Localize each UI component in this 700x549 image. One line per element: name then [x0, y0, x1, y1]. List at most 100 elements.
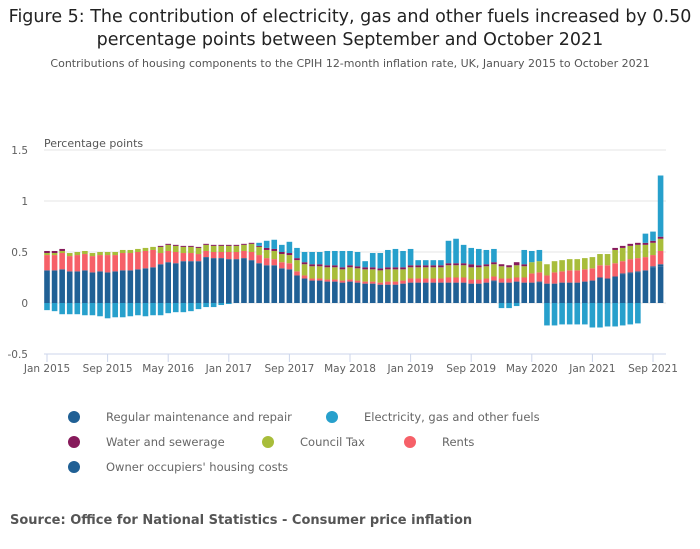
bar-segment[interactable]: [294, 260, 300, 272]
bar-segment[interactable]: [66, 303, 73, 315]
bar-segment[interactable]: [498, 266, 505, 279]
bar-segment[interactable]: [407, 278, 414, 283]
bar-segment[interactable]: [438, 267, 444, 279]
bar-segment[interactable]: [551, 283, 558, 303]
bar-segment[interactable]: [218, 245, 225, 252]
bar-segment[interactable]: [180, 303, 187, 313]
bar-segment[interactable]: [339, 282, 346, 303]
bar-segment[interactable]: [491, 276, 497, 281]
bar-segment[interactable]: [566, 259, 573, 271]
bar-segment[interactable]: [97, 252, 103, 256]
bar-segment[interactable]: [150, 267, 156, 303]
bar-segment[interactable]: [294, 247, 300, 259]
bar-segment[interactable]: [506, 282, 512, 303]
bar-segment[interactable]: [619, 303, 626, 326]
bar-segment[interactable]: [210, 245, 217, 252]
bar-segment[interactable]: [627, 259, 634, 273]
bar-segment[interactable]: [203, 303, 209, 308]
bar-segment[interactable]: [491, 262, 497, 265]
bar-segment[interactable]: [112, 255, 118, 272]
bar-segment[interactable]: [415, 282, 421, 303]
bar-segment[interactable]: [369, 281, 376, 284]
bar-segment[interactable]: [44, 250, 50, 254]
bar-segment[interactable]: [483, 264, 490, 267]
bar-segment[interactable]: [150, 249, 156, 268]
bar-segment[interactable]: [529, 273, 535, 283]
bar-segment[interactable]: [210, 303, 217, 308]
bar-segment[interactable]: [180, 245, 187, 247]
bar-segment[interactable]: [422, 265, 429, 268]
bar-segment[interactable]: [438, 282, 444, 303]
bar-segment[interactable]: [294, 258, 300, 261]
bar-segment[interactable]: [347, 281, 353, 303]
bar-segment[interactable]: [354, 282, 361, 303]
bar-segment[interactable]: [142, 303, 149, 317]
bar-segment[interactable]: [407, 265, 414, 268]
bar-segment[interactable]: [597, 303, 603, 328]
bar-segment[interactable]: [172, 245, 179, 252]
bar-segment[interactable]: [332, 250, 338, 266]
bar-segment[interactable]: [604, 278, 611, 303]
bar-segment[interactable]: [400, 283, 406, 303]
bar-segment[interactable]: [362, 267, 368, 270]
bar-segment[interactable]: [354, 266, 361, 269]
bar-segment[interactable]: [44, 270, 50, 303]
bar-segment[interactable]: [82, 303, 88, 316]
bar-segment[interactable]: [650, 242, 656, 256]
bar-segment[interactable]: [491, 248, 497, 263]
bar-segment[interactable]: [385, 249, 391, 268]
bar-segment[interactable]: [574, 259, 581, 271]
bar-segment[interactable]: [165, 250, 171, 263]
bar-segment[interactable]: [271, 239, 278, 249]
bar-segment[interactable]: [309, 252, 315, 265]
bar-segment[interactable]: [195, 247, 202, 255]
bar-segment[interactable]: [582, 303, 588, 325]
bar-segment[interactable]: [104, 255, 111, 273]
bar-segment[interactable]: [347, 267, 353, 280]
bar-segment[interactable]: [506, 265, 512, 268]
bar-segment[interactable]: [574, 270, 581, 283]
bar-segment[interactable]: [529, 250, 535, 263]
bar-segment[interactable]: [354, 268, 361, 281]
bar-segment[interactable]: [218, 258, 225, 303]
bar-segment[interactable]: [430, 260, 437, 266]
bar-segment[interactable]: [263, 265, 270, 303]
bar-segment[interactable]: [271, 265, 278, 303]
bar-segment[interactable]: [445, 263, 452, 266]
bar-segment[interactable]: [180, 246, 187, 254]
bar-segment[interactable]: [332, 279, 338, 282]
bar-segment[interactable]: [294, 271, 300, 276]
bar-segment[interactable]: [59, 250, 65, 254]
bar-segment[interactable]: [142, 250, 149, 269]
bar-segment[interactable]: [422, 278, 429, 283]
bar-segment[interactable]: [392, 284, 399, 303]
bar-segment[interactable]: [89, 272, 96, 303]
bar-segment[interactable]: [559, 271, 565, 283]
bar-segment[interactable]: [104, 252, 111, 256]
bar-segment[interactable]: [263, 249, 270, 259]
bar-segment[interactable]: [195, 261, 202, 303]
bar-segment[interactable]: [256, 242, 262, 246]
bar-segment[interactable]: [316, 280, 323, 303]
bar-segment[interactable]: [97, 303, 103, 317]
bar-segment[interactable]: [271, 248, 278, 251]
bar-segment[interactable]: [210, 252, 217, 259]
bar-segment[interactable]: [74, 252, 81, 256]
bar-segment[interactable]: [301, 252, 308, 263]
bar-segment[interactable]: [241, 258, 247, 303]
bar-segment[interactable]: [66, 271, 73, 303]
bar-segment[interactable]: [339, 267, 346, 270]
bar-segment[interactable]: [536, 249, 543, 262]
bar-segment[interactable]: [551, 261, 558, 273]
bar-segment[interactable]: [127, 249, 134, 254]
bar-segment[interactable]: [165, 243, 171, 245]
bar-segment[interactable]: [256, 263, 262, 303]
bar-segment[interactable]: [430, 278, 437, 283]
bar-segment[interactable]: [309, 280, 315, 303]
bar-segment[interactable]: [226, 259, 232, 303]
bar-segment[interactable]: [627, 243, 634, 246]
bar-segment[interactable]: [385, 269, 391, 282]
bar-segment[interactable]: [506, 303, 512, 309]
bar-segment[interactable]: [536, 282, 543, 303]
bar-segment[interactable]: [233, 259, 240, 303]
